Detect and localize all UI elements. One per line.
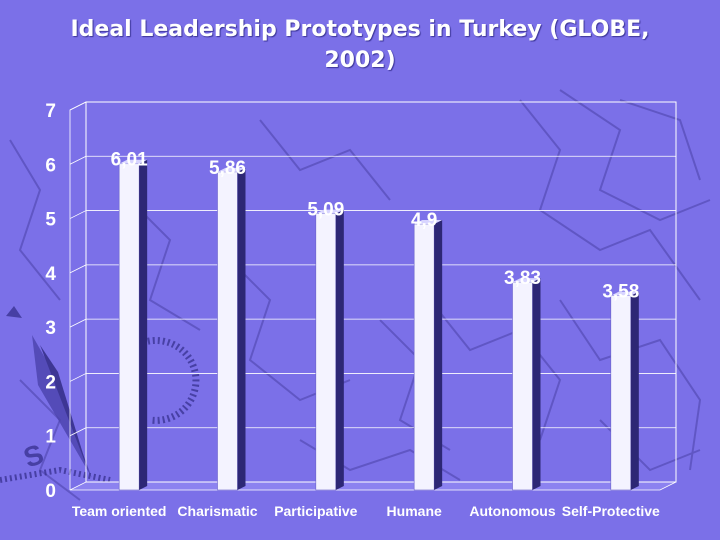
x-category-label: Self-Protective — [562, 503, 660, 519]
bar — [118, 159, 148, 491]
y-tick-label: 7 — [45, 101, 56, 122]
compass-rose-decoration: S — [0, 306, 200, 483]
y-tick-label: 3 — [45, 318, 56, 339]
gridline-wall — [69, 101, 87, 111]
y-tick-label: 5 — [45, 210, 56, 231]
gridline-wall — [69, 318, 87, 328]
gridline-wall — [69, 210, 87, 219]
plot-frame — [69, 101, 677, 491]
x-category-label: Team oriented — [72, 503, 167, 519]
x-category-label: Autonomous — [469, 503, 556, 519]
y-tick-label: 2 — [45, 372, 56, 393]
y-tick-label: 0 — [45, 481, 56, 502]
x-category-label: Humane — [387, 503, 442, 519]
data-label: 5,86 — [209, 158, 246, 179]
gridline-wall — [69, 155, 87, 165]
y-tick-label: 6 — [45, 155, 56, 176]
x-category-label: Charismatic — [177, 503, 257, 519]
bar — [610, 291, 639, 491]
gridline-wall — [69, 427, 87, 437]
y-tick-label: 4 — [45, 264, 56, 285]
bar — [217, 167, 246, 491]
data-label: 4,9 — [411, 210, 437, 231]
gridline-wall — [69, 264, 87, 274]
data-label: 3,83 — [504, 268, 541, 289]
gridline-wall — [69, 373, 87, 382]
bar — [413, 220, 443, 491]
data-label: 6,01 — [111, 150, 148, 171]
bar — [315, 209, 344, 491]
bar — [512, 278, 541, 491]
data-label: 3,58 — [602, 282, 639, 303]
slide-title: Ideal Leadership Prototypes in Turkey (G… — [70, 17, 650, 73]
y-tick-label: 1 — [45, 427, 56, 448]
data-label: 5,09 — [307, 200, 344, 221]
x-category-label: Participative — [274, 503, 357, 519]
